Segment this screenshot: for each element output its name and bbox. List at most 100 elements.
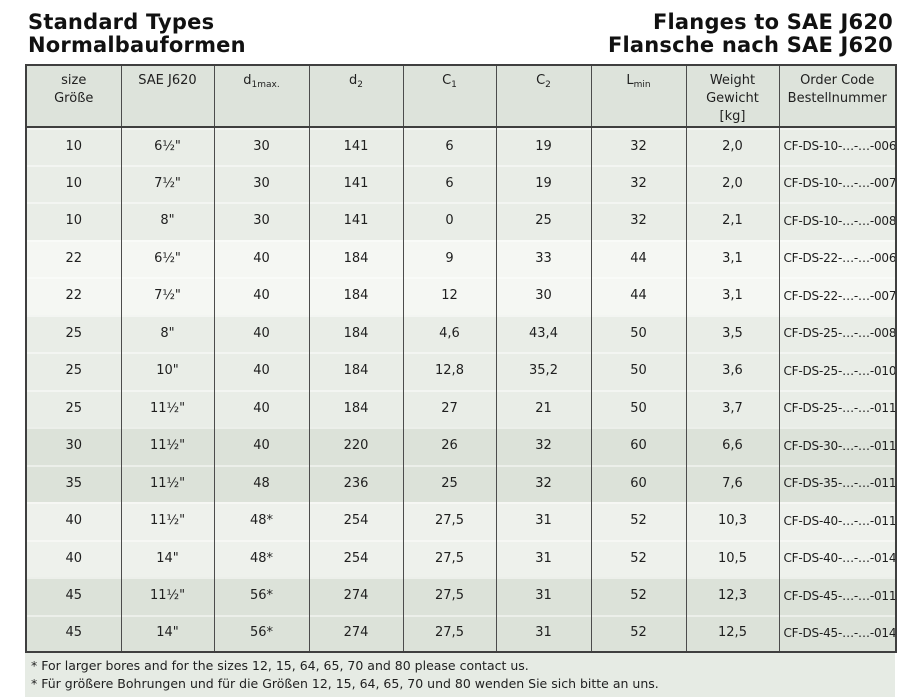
table-cell: 40: [26, 540, 121, 578]
order-code-cell: CF-DS-35-…-…-011: [778, 464, 896, 502]
order-code-cell: CF-DS-25-…-…-010: [778, 352, 896, 390]
table-cell: 11½": [120, 502, 214, 540]
table-cell: 31: [495, 614, 591, 652]
table-cell: 25: [26, 352, 121, 390]
table-cell: 9: [402, 239, 496, 277]
table-cell: 27,5: [402, 502, 496, 540]
table-cell: 10": [120, 352, 214, 390]
table-cell: 6½": [120, 239, 214, 277]
title-left: Standard Types Normalbauformen: [28, 11, 246, 57]
table-cell: 6: [402, 127, 496, 165]
table-cell: 32: [590, 202, 686, 240]
table-cell: 40: [213, 427, 309, 465]
table-cell: 19: [495, 127, 591, 165]
table-cell: 40: [213, 277, 309, 315]
table-cell: 254: [308, 502, 403, 540]
order-code-cell: CF-DS-22-…-…-007: [778, 277, 896, 315]
table-cell: 2,1: [685, 202, 779, 240]
table-cell: 10,5: [685, 539, 779, 577]
table-cell: 27,5: [402, 614, 496, 652]
table-cell: 236: [308, 464, 403, 502]
table-cell: 40: [213, 314, 309, 352]
table-cell: 44: [590, 239, 686, 277]
table-cell: 184: [308, 389, 403, 427]
table-cell: 274: [308, 614, 403, 652]
table-row: 40 11½" 48* 254 27,5 31 52 10,3 CF-DS-40-…-…-011: [26, 502, 896, 540]
order-code-cell: CF-DS-30-…-…-011: [778, 427, 896, 465]
column-header: d1max.: [213, 65, 309, 128]
table-cell: 7,6: [685, 464, 779, 502]
table-cell: 8": [120, 314, 214, 352]
footnote-de: * Für größere Bohrungen und für die Größ…: [31, 675, 659, 691]
order-code-cell: CF-DS-10-…-…-008: [778, 202, 896, 240]
table-cell: 11½": [120, 389, 214, 427]
table-cell: 3,6: [685, 352, 779, 390]
table-row: 25 8" 40 184 4,6 43,4 50 3,5 CF-DS-25-…-…-008: [26, 314, 896, 352]
table-cell: 12,3: [685, 577, 779, 615]
footnote-en: * For larger bores and for the sizes 12,…: [31, 658, 529, 673]
table-cell: 3,1: [685, 239, 779, 277]
table-cell: 35: [26, 465, 121, 503]
order-code-cell: CF-DS-45-…-…-014: [778, 614, 896, 652]
table-cell: 21: [495, 389, 591, 427]
table-cell: 35,2: [495, 352, 591, 390]
table-cell: 22: [26, 240, 121, 278]
order-code-cell: CF-DS-40-…-…-014: [778, 539, 896, 577]
column-header: C1: [402, 65, 496, 128]
table-cell: 43,4: [495, 314, 591, 352]
table-cell: 3,7: [685, 389, 779, 427]
table-cell: 6: [402, 164, 496, 202]
table-cell: 25: [26, 390, 121, 428]
column-header: Order Code Bestellnummer: [778, 65, 896, 128]
table-cell: 50: [590, 389, 686, 427]
title-bar: Standard Types Normalbauformen Flanges t…: [0, 0, 922, 57]
table-cell: 32: [590, 164, 686, 202]
table-cell: 4,6: [402, 314, 496, 352]
flange-spec-table: size Größe SAE J620 d1max. d2 C1 C2 Lmin Weight G…: [25, 64, 897, 653]
order-code-cell: CF-DS-25-…-…-008: [778, 314, 896, 352]
table-cell: 32: [590, 127, 686, 165]
table-cell: 48*: [213, 502, 309, 540]
table-header-row: size Größe SAE J620 d1max. d2 C1 C2 Lmin Weight G…: [26, 65, 896, 128]
column-header: Lmin: [590, 65, 686, 128]
table-cell: 254: [308, 539, 403, 577]
table-cell: 45: [26, 577, 121, 615]
table-row: 25 10" 40 184 12,8 35,2 50 3,6 CF-DS-25-…-…-010: [26, 352, 896, 390]
table-cell: 184: [308, 314, 403, 352]
order-code-cell: CF-DS-40-…-…-011: [778, 502, 896, 540]
table-row: 45 11½" 56* 274 27,5 31 52 12,3 CF-DS-45-…-…-011: [26, 577, 896, 615]
table-cell: 12,8: [402, 352, 496, 390]
table-cell: 8": [120, 202, 214, 240]
table-cell: 14": [120, 539, 214, 577]
table-cell: 52: [590, 614, 686, 652]
table-cell: 11½": [120, 427, 214, 465]
table-cell: 12,5: [685, 614, 779, 652]
table-cell: 52: [590, 577, 686, 615]
title-left-line1: Standard Types: [28, 10, 215, 34]
table-cell: 10: [26, 127, 121, 165]
table-cell: 11½": [120, 464, 214, 502]
table-cell: 44: [590, 277, 686, 315]
table-cell: 220: [308, 427, 403, 465]
table-cell: 32: [495, 427, 591, 465]
table-cell: 184: [308, 277, 403, 315]
table-cell: 30: [213, 127, 309, 165]
table-cell: 184: [308, 352, 403, 390]
title-right-line1: Flanges to SAE J620: [652, 10, 893, 34]
table-cell: 40: [213, 239, 309, 277]
table-cell: 141: [308, 127, 403, 165]
table-cell: 33: [495, 239, 591, 277]
table-row: 10 7½" 30 141 6 19 32 2,0 CF-DS-10-…-…-007: [26, 164, 896, 202]
table-cell: 31: [495, 539, 591, 577]
table-cell: 3,5: [685, 314, 779, 352]
table-cell: 14": [120, 614, 214, 652]
title-left-line2: Normalbauformen: [28, 33, 246, 57]
table-cell: 48: [213, 464, 309, 502]
table-row: 35 11½" 48 236 25 32 60 7,6 CF-DS-35-…-…-011: [26, 464, 896, 503]
table-cell: 274: [308, 577, 403, 615]
table-row: 30 11½" 40 220 26 32 60 6,6 CF-DS-30-…-…-011: [26, 427, 896, 465]
table-cell: 141: [308, 202, 403, 240]
column-header: Weight Gewicht [kg]: [685, 65, 779, 128]
table-cell: 60: [590, 427, 686, 465]
table-cell: 11½": [120, 577, 214, 615]
